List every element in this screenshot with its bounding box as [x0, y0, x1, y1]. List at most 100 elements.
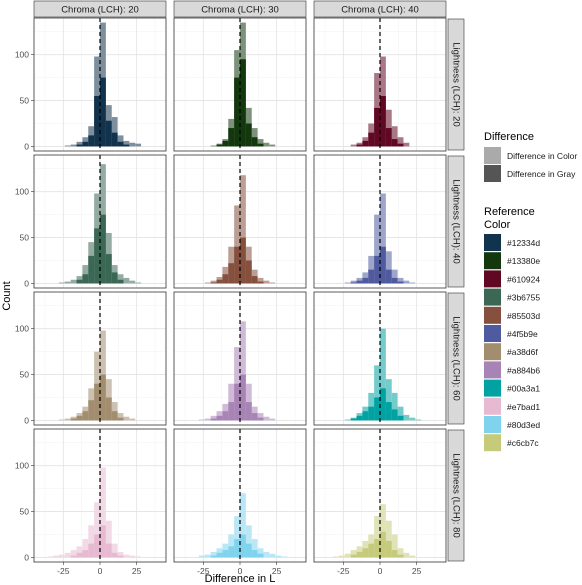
- histogram-bar-gray-difference: [82, 411, 89, 421]
- y-tick-label: 0: [24, 415, 29, 425]
- histogram-bar-color-difference: [240, 493, 246, 558]
- histogram-bar-color-difference: [88, 525, 95, 558]
- legend-label-reference-color: #3b6755: [507, 293, 540, 303]
- histogram-bar-color-difference: [129, 142, 136, 147]
- facet-strip-row-label: Lightness (LCH): 80: [451, 453, 462, 537]
- histogram-bar-color-difference: [123, 554, 130, 558]
- histogram-bar-gray-difference: [251, 413, 258, 421]
- histogram-bar-color-difference: [356, 277, 363, 284]
- histogram-bar-gray-difference: [234, 77, 240, 147]
- histogram-bar-color-difference: [82, 137, 89, 147]
- histogram-bar-color-difference: [198, 419, 205, 421]
- histogram-bar-gray-difference: [380, 531, 386, 558]
- histogram-bar-gray-difference: [123, 144, 130, 147]
- histogram-bar-color-difference: [380, 193, 386, 284]
- histogram-bar-color-difference: [380, 504, 386, 558]
- histogram-bar-gray-difference: [111, 132, 118, 147]
- panel-border: [173, 291, 307, 426]
- histogram-bar-gray-difference: [228, 546, 235, 558]
- histogram-bar-color-difference: [210, 415, 217, 421]
- histogram-bar-gray-difference: [70, 418, 77, 421]
- histogram-bar-color-difference: [204, 282, 211, 284]
- legend-key-reference-color: [484, 252, 501, 270]
- histogram-bar-gray-difference: [385, 128, 392, 147]
- legend-label-reference-color: #85503d: [507, 311, 540, 321]
- legend-label-difference: Difference in Color: [507, 151, 577, 161]
- legend-title-reference: Color: [484, 219, 511, 231]
- histogram-bar-gray-difference: [251, 550, 258, 558]
- histogram-bar-color-difference: [123, 277, 130, 284]
- histogram-bar-color-difference: [105, 520, 112, 558]
- histogram-bar-gray-difference: [105, 254, 112, 284]
- histogram-bar-gray-difference: [234, 246, 240, 284]
- histogram-bar-gray-difference: [210, 418, 217, 421]
- histogram-bar-color-difference: [257, 277, 264, 284]
- histogram-bar-color-difference: [234, 516, 240, 558]
- histogram-bar-gray-difference: [82, 550, 89, 558]
- y-tick-label: 100: [15, 324, 29, 334]
- histogram-bar-color-difference: [123, 140, 130, 147]
- histogram-bar-gray-difference: [245, 123, 252, 147]
- legend-title-difference: Difference: [484, 131, 534, 143]
- legend-key-reference-color: [484, 306, 501, 324]
- legend-title-reference: Reference: [484, 206, 535, 218]
- histogram-bar-color-difference: [234, 347, 240, 421]
- histogram-bar-color-difference: [47, 556, 54, 558]
- histogram-bar-gray-difference: [88, 255, 95, 284]
- histogram-bar-gray-difference: [228, 128, 235, 147]
- histogram-bar-color-difference: [374, 516, 380, 558]
- histogram-bar-color-difference: [58, 554, 65, 558]
- histogram-bar-color-difference: [129, 418, 136, 421]
- histogram-bar-color-difference: [380, 328, 386, 421]
- histogram-bar-gray-difference: [228, 263, 235, 284]
- histogram-bar-color-difference: [228, 534, 235, 558]
- histogram-bar-gray-difference: [380, 95, 386, 147]
- panel-border: [173, 154, 307, 289]
- histogram-bar-color-difference: [350, 280, 357, 284]
- histogram-bar-gray-difference: [105, 397, 112, 421]
- histogram-bar-color-difference: [397, 137, 404, 147]
- panel-border: [33, 154, 167, 289]
- histogram-bar-gray-difference: [362, 548, 369, 558]
- histogram-bar-color-difference: [210, 280, 217, 284]
- histogram-bar-gray-difference: [368, 543, 375, 558]
- histogram-bar-gray-difference: [374, 539, 380, 558]
- facet-strip-column-label: Chroma (LCH): 20: [61, 5, 139, 16]
- histogram-bar-gray-difference: [88, 400, 95, 421]
- histogram-bar-gray-difference: [362, 277, 369, 284]
- y-tick-label: 50: [20, 370, 30, 380]
- histogram-bar-color-difference: [409, 555, 416, 558]
- histogram-bar-gray-difference: [257, 143, 264, 147]
- histogram-bar-color-difference: [198, 555, 205, 558]
- histogram-bar-gray-difference: [240, 59, 246, 147]
- histogram-bar-gray-difference: [100, 525, 106, 558]
- x-tick-label: 25: [132, 566, 142, 576]
- histogram-bar-color-difference: [82, 539, 89, 558]
- histogram-bar-color-difference: [263, 551, 270, 558]
- histogram-bar-gray-difference: [100, 214, 106, 284]
- histogram-bar-color-difference: [275, 555, 282, 558]
- histogram-bar-color-difference: [210, 145, 217, 147]
- legend-label-reference-color: #13380e: [507, 256, 540, 266]
- legend-key-reference-color: [484, 288, 501, 306]
- histogram-bar-color-difference: [269, 144, 276, 147]
- histogram-bar-gray-difference: [76, 279, 83, 284]
- histogram-bar-color-difference: [350, 144, 357, 147]
- histogram-bar-color-difference: [344, 282, 351, 284]
- histogram-bar-gray-difference: [88, 543, 95, 558]
- histogram-bar-gray-difference: [385, 402, 392, 421]
- x-tick-label: -25: [197, 566, 210, 576]
- histogram-bar-color-difference: [257, 548, 264, 558]
- histogram-bar-color-difference: [344, 553, 351, 558]
- histogram-bar-gray-difference: [105, 543, 112, 558]
- legend-key-reference-color: [484, 325, 501, 342]
- histogram-bar-color-difference: [204, 554, 211, 558]
- histogram-bar-gray-difference: [117, 555, 124, 558]
- x-axis-title: Difference in L: [205, 573, 276, 585]
- histogram-bar-gray-difference: [222, 274, 229, 284]
- histogram-bar-gray-difference: [251, 137, 258, 147]
- histogram-bar-color-difference: [100, 467, 106, 558]
- histogram-bar-color-difference: [344, 419, 351, 421]
- histogram-bar-gray-difference: [362, 411, 369, 421]
- histogram-bar-color-difference: [135, 143, 142, 147]
